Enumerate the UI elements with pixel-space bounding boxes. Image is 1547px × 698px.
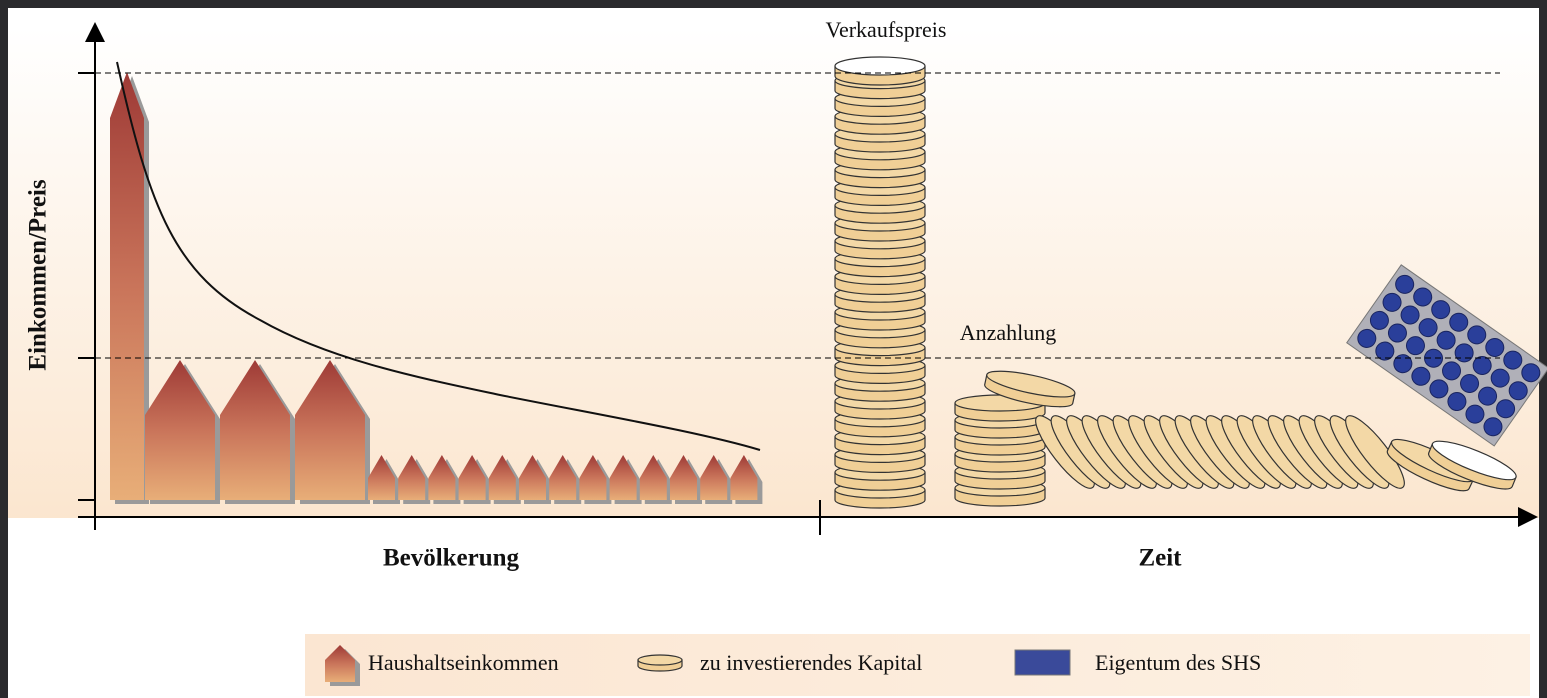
house [110,72,144,500]
annotation: Anzahlung [960,320,1057,345]
y-axis-label: Einkommen/Preis [25,179,52,370]
coin-top [638,655,682,665]
diagram: Einkommen/Preis Bevölkerung Zeit Verkauf… [0,0,1547,698]
legend-label: zu investierendes Kapital [700,650,922,675]
coin-top [835,57,925,75]
x-axis-label: Zeit [1138,545,1182,572]
page: Einkommen/Preis Bevölkerung Zeit Verkauf… [0,0,1547,698]
annotation: Verkaufspreis [826,17,947,42]
legend-label: Eigentum des SHS [1095,650,1261,675]
legend-label: Haushaltseinkommen [368,650,559,675]
panel-icon [1015,650,1070,675]
x-axis-label: Bevölkerung [383,545,520,572]
